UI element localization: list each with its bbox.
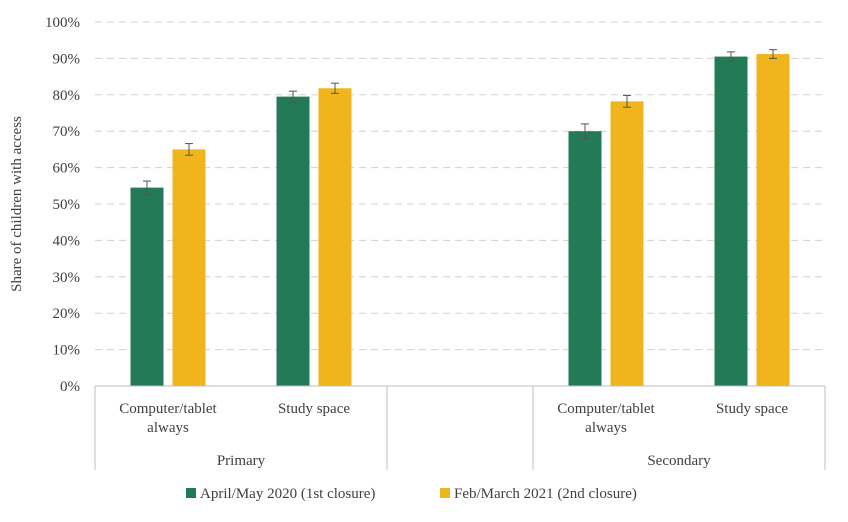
legend: April/May 2020 (1st closure) Feb/March 20…: [186, 486, 637, 502]
x-tick-label: Study space: [716, 401, 788, 417]
error-bars: [143, 49, 777, 195]
legend-label: Feb/March 2021 (2nd closure): [454, 486, 637, 502]
bar: [568, 131, 602, 386]
group-label: Secondary: [647, 453, 711, 469]
x-tick-label: always: [585, 420, 627, 436]
bar: [130, 187, 164, 386]
y-tick-label: 30%: [53, 270, 81, 286]
y-axis-ticks: 0% 10% 20% 30% 40% 50% 60% 70% 80% 90% 100%: [45, 15, 80, 395]
bar: [172, 149, 206, 386]
y-tick-label: 100%: [45, 15, 80, 31]
group-label: Primary: [217, 453, 266, 469]
x-tick-label: Computer/tablet: [119, 401, 217, 417]
bar: [276, 96, 310, 387]
bar: [610, 101, 644, 387]
y-tick-label: 20%: [53, 306, 81, 322]
y-tick-label: 50%: [53, 197, 81, 213]
gridlines: [95, 21, 825, 351]
y-tick-label: 0%: [60, 379, 80, 395]
y-tick-label: 70%: [53, 124, 81, 140]
legend-label: April/May 2020 (1st closure): [200, 486, 375, 502]
legend-swatch: [186, 488, 196, 498]
bar: [714, 56, 748, 387]
bar: [756, 54, 790, 386]
y-tick-label: 90%: [53, 51, 81, 67]
y-tick-label: 60%: [53, 161, 81, 177]
y-axis-label: Share of children with access: [9, 116, 25, 292]
bar: [318, 88, 352, 387]
bars: [130, 54, 790, 387]
x-axis-labels: Computer/tablet always Study space Computer…: [94, 386, 826, 470]
x-tick-label: Study space: [278, 401, 350, 417]
x-tick-label: Computer/tablet: [557, 401, 655, 417]
y-tick-label: 40%: [53, 233, 81, 249]
x-tick-label: always: [147, 420, 189, 436]
y-tick-label: 10%: [53, 343, 81, 359]
y-tick-label: 80%: [53, 88, 81, 104]
legend-swatch: [440, 488, 450, 498]
